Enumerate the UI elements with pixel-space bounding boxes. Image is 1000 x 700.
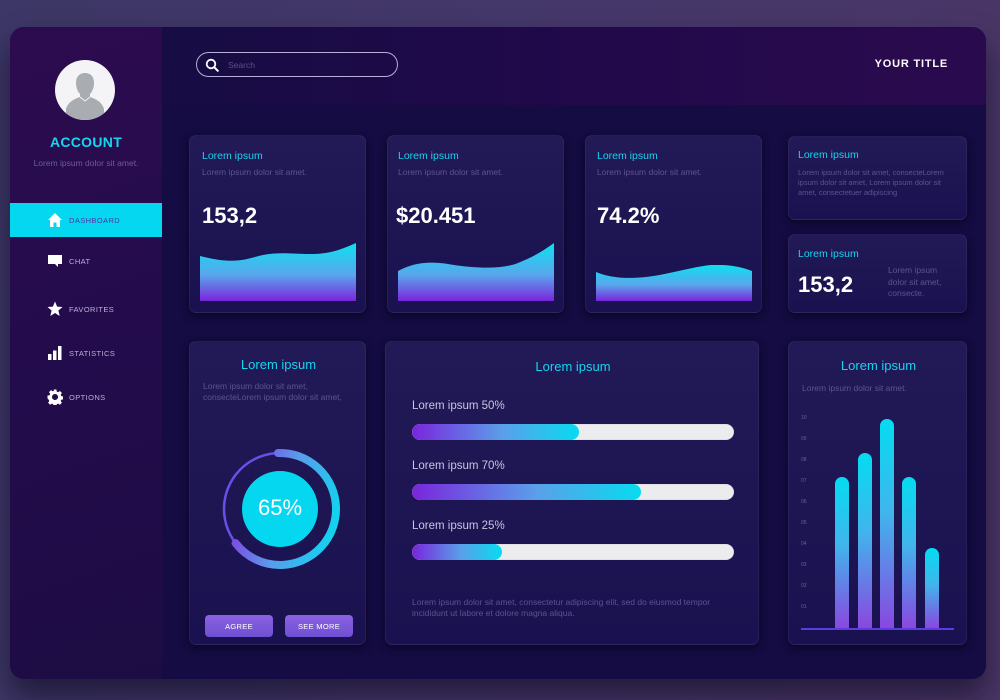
sidebar-item-favorites[interactable]: FAVORITES	[10, 292, 162, 326]
card-title: Lorem ipsum	[798, 149, 859, 161]
progress-bar-2	[412, 484, 734, 500]
stat-card-5: Lorem ipsum 153,2 Lorem ipsum dolor sit …	[788, 234, 967, 313]
bar-4	[902, 477, 916, 628]
main-content: YOUR TITLE Lorem ipsum Lorem ipsum dolor…	[162, 27, 986, 679]
bar-3	[880, 419, 894, 628]
bar-chart-icon	[47, 345, 63, 361]
sidebar-item-label: OPTIONS	[69, 392, 106, 402]
info-card: Lorem ipsum Lorem ipsum dolor sit amet, …	[788, 136, 967, 220]
sidebar-item-options[interactable]: OPTIONS	[10, 380, 162, 414]
bar-chart-card: Lorem ipsum Lorem ipsum dolor sit amet. …	[788, 341, 967, 645]
bar-5	[925, 548, 939, 628]
gear-icon	[47, 389, 63, 405]
sidebar-item-label: STATISTICS	[69, 348, 116, 358]
sidebar-item-dashboard[interactable]: DASHBOARD	[10, 203, 162, 237]
card-title: Lorem ipsum	[398, 150, 459, 162]
donut-chart	[220, 449, 340, 569]
area-chart-2	[398, 243, 554, 301]
card-subtitle: Lorem ipsum dolor sit amet.	[202, 167, 307, 177]
bar-2	[858, 453, 872, 628]
card-subtitle: Lorem ipsum dolor sit amet.	[398, 167, 503, 177]
chat-icon	[47, 253, 63, 269]
sidebar-item-label: CHAT	[69, 256, 91, 266]
progress-label: Lorem ipsum 70%	[412, 460, 505, 472]
progress-label: Lorem ipsum 25%	[412, 520, 505, 532]
search-box[interactable]	[196, 52, 398, 77]
x-axis-line	[801, 628, 954, 630]
search-input[interactable]	[228, 59, 388, 70]
avatar[interactable]	[55, 60, 115, 120]
user-icon	[66, 73, 104, 120]
stat-value: 74.2%	[597, 203, 660, 228]
sidebar: ACCOUNT Lorem ipsum dolor sit amet. DASH…	[10, 27, 162, 679]
progress-label: Lorem ipsum 50%	[412, 400, 505, 412]
stat-value: 153,2	[202, 203, 258, 228]
card-title: Lorem ipsum	[202, 150, 263, 162]
card-footer-text: Lorem ipsum dolor sit amet, consectetur …	[412, 597, 711, 618]
area-chart-1	[200, 243, 356, 301]
card-title: Lorem ipsum	[840, 358, 917, 373]
card-text: Lorem ipsum dolor sit amet, consecte.	[888, 265, 942, 298]
donut-card: Lorem ipsum Lorem ipsum dolor sit amet, …	[189, 341, 366, 645]
card-subtitle: Lorem ipsum dolor sit amet.	[597, 167, 702, 177]
progress-bar-3	[412, 544, 734, 560]
stat-card-1: Lorem ipsum Lorem ipsum dolor sit amet. …	[189, 135, 366, 313]
account-title: ACCOUNT	[49, 134, 123, 150]
card-title: Lorem ipsum	[597, 150, 658, 162]
sidebar-item-chat[interactable]: CHAT	[10, 244, 162, 278]
card-title: Lorem ipsum	[535, 359, 611, 374]
sidebar-nav: DASHBOARD CHAT FAVORITES S	[10, 203, 162, 414]
stat-card-3: Lorem ipsum Lorem ipsum dolor sit amet. …	[585, 135, 762, 313]
agree-button[interactable]: AGREE	[205, 615, 273, 637]
stat-card-2: Lorem ipsum Lorem ipsum dolor sit amet. …	[387, 135, 564, 313]
sidebar-item-statistics[interactable]: STATISTICS	[10, 336, 162, 370]
search-icon	[205, 58, 219, 72]
home-icon	[47, 212, 63, 228]
bar-1	[835, 477, 849, 628]
donut-percent: 65%	[257, 495, 303, 520]
sidebar-item-label: DASHBOARD	[69, 215, 121, 225]
progress-card: Lorem ipsum Lorem ipsum 50% Lorem ipsum …	[385, 341, 759, 645]
card-text: Lorem ipsum dolor sit amet, consecteLore…	[203, 381, 342, 402]
page-title: YOUR TITLE	[874, 58, 948, 70]
account-subtitle: Lorem ipsum dolor sit amet.	[33, 158, 139, 168]
stat-value: $20.451	[396, 203, 476, 228]
star-icon	[47, 301, 63, 317]
card-subtitle: Lorem ipsum dolor sit amet.	[802, 383, 907, 393]
dashboard-window: ACCOUNT Lorem ipsum dolor sit amet. DASH…	[10, 27, 986, 679]
top-bar: YOUR TITLE	[162, 27, 986, 105]
card-title: Lorem ipsum	[240, 357, 317, 372]
stat-value: 153,2	[798, 272, 854, 297]
card-text: Lorem ipsum dolor sit amet, consecteLore…	[798, 168, 944, 197]
sidebar-item-label: FAVORITES	[69, 304, 115, 314]
progress-bar-1	[412, 424, 734, 440]
area-chart-3	[596, 265, 752, 301]
see-more-button[interactable]: SEE MORE	[285, 615, 353, 637]
card-title: Lorem ipsum	[798, 248, 859, 260]
